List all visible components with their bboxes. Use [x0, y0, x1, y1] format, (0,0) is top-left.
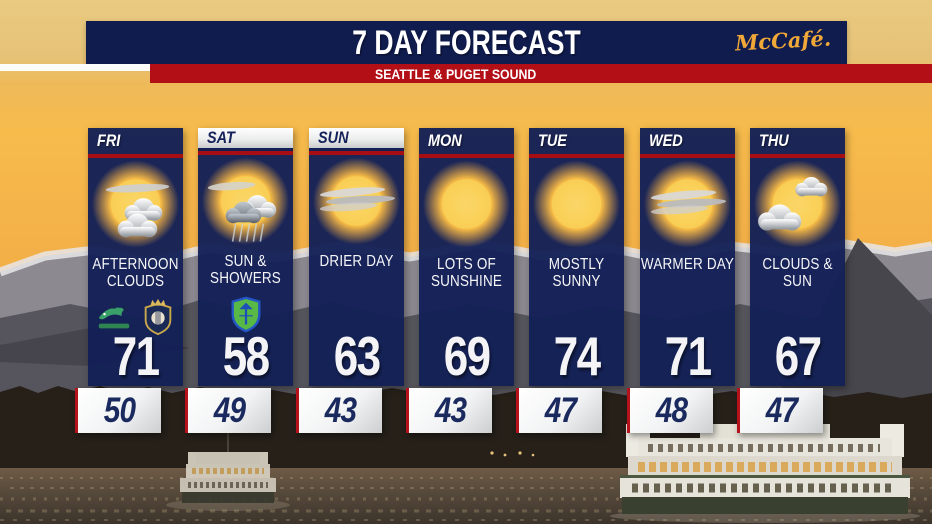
sun-with-wispy-clouds-icon [309, 156, 404, 252]
forecast-day-column: SAT SUN & SHOWERS 58 49 [185, 128, 293, 433]
large-ferry [610, 400, 920, 523]
low-temperature: 47 [544, 391, 577, 430]
forecast-day-column: MON LOTS OF SUNSHINE 69 43 [406, 128, 514, 433]
subtitle-banner: SEATTLE & PUGET SOUND [150, 64, 932, 83]
low-temperature: 48 [655, 391, 688, 430]
event-logos [198, 293, 293, 335]
sun-icon [529, 159, 624, 255]
condition-text: DRIER DAY [319, 253, 394, 270]
high-temperature: 58 [222, 325, 270, 387]
high-temperature: 71 [664, 325, 712, 387]
low-temperature-box: 49 [185, 388, 271, 433]
day-label: THU [759, 131, 789, 150]
day-label: SUN [318, 128, 349, 147]
forecast-day-column: WED WARMER DAY 71 48 [627, 128, 735, 433]
day-label: MON [428, 131, 462, 150]
condition-text: AFTERNOON CLOUDS [92, 256, 179, 291]
small-ferry [166, 428, 290, 511]
sounders-shield-logo [231, 296, 260, 333]
low-temperature: 50 [103, 391, 136, 430]
forecast-day-column: THU CLOUDS & SUN 67 47 [737, 128, 845, 433]
shore-lights [490, 451, 535, 457]
day-header: THU [750, 128, 845, 154]
red-divider [419, 154, 514, 158]
condition-text: CLOUDS & SUN [762, 256, 833, 291]
red-divider [198, 151, 293, 155]
low-temperature: 43 [324, 391, 357, 430]
red-divider [750, 154, 845, 158]
forecast-day-column: FRI AFTERNOON CLOUDS 71 50 [75, 128, 183, 433]
forecast-day-column: SUN DRIER DAY 63 43 [296, 128, 404, 433]
location-subtitle: SEATTLE & PUGET SOUND [375, 65, 537, 82]
day-label: SAT [207, 128, 235, 147]
day-header: WED [640, 128, 735, 154]
sun-with-clouds-icon [88, 159, 183, 255]
sun-with-showers-icon [198, 156, 293, 252]
day-header: TUE [529, 128, 624, 154]
low-temperature-box: 43 [406, 388, 492, 433]
day-label: WED [649, 131, 683, 150]
low-temperature-box: 43 [296, 388, 382, 433]
day-header: FRI [88, 128, 183, 154]
high-temperature: 69 [443, 325, 491, 387]
day-header: SAT [198, 128, 293, 151]
high-temperature: 67 [774, 325, 822, 387]
condition-text: SUN & SHOWERS [210, 253, 281, 288]
high-temperature: 74 [553, 325, 601, 387]
event-logos [88, 296, 183, 338]
day-label: TUE [538, 131, 567, 150]
condition-text: WARMER DAY [640, 256, 735, 273]
forecast-day-column: TUE MOSTLY SUNNY 74 47 [516, 128, 624, 433]
low-temperature-box: 47 [516, 388, 602, 433]
low-temperature: 49 [213, 391, 246, 430]
low-temperature-box: 50 [75, 388, 161, 433]
day-label: FRI [97, 131, 121, 150]
red-divider [309, 151, 404, 155]
page-title: 7 DAY FORECAST [352, 24, 581, 62]
low-temperature-box: 47 [737, 388, 823, 433]
day-header: MON [419, 128, 514, 154]
title-banner: 7 DAY FORECAST McCafé. [86, 21, 847, 65]
crown-crest-logo [144, 298, 171, 336]
red-divider [88, 154, 183, 158]
high-temperature: 71 [112, 325, 160, 387]
sun-with-big-clouds-icon [750, 159, 845, 255]
condition-text: LOTS OF SUNSHINE [430, 256, 503, 291]
condition-text: MOSTLY SUNNY [548, 256, 605, 291]
left-white-stripe [0, 64, 150, 71]
sun-icon [419, 159, 514, 255]
red-divider [640, 154, 735, 158]
sun-with-wispy-clouds-icon [640, 159, 735, 255]
day-header: SUN [309, 128, 404, 151]
high-temperature: 63 [333, 325, 381, 387]
red-divider [529, 154, 624, 158]
low-temperature: 43 [434, 391, 467, 430]
low-temperature: 47 [765, 391, 798, 430]
mccafe-sponsor-logo: McCafé. [734, 25, 832, 56]
seawolves-logo [98, 300, 129, 329]
low-temperature-box: 48 [627, 388, 713, 433]
